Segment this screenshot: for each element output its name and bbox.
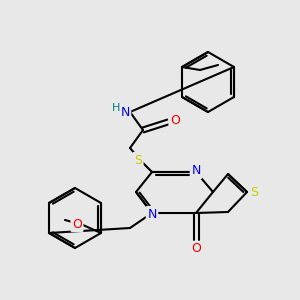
Text: S: S bbox=[134, 154, 142, 166]
Text: S: S bbox=[250, 185, 258, 199]
Text: H: H bbox=[112, 103, 120, 113]
Text: O: O bbox=[191, 242, 201, 256]
Text: O: O bbox=[170, 115, 180, 128]
Text: N: N bbox=[120, 106, 130, 118]
Text: N: N bbox=[147, 208, 157, 220]
Text: O: O bbox=[72, 218, 82, 230]
Text: N: N bbox=[191, 164, 201, 178]
